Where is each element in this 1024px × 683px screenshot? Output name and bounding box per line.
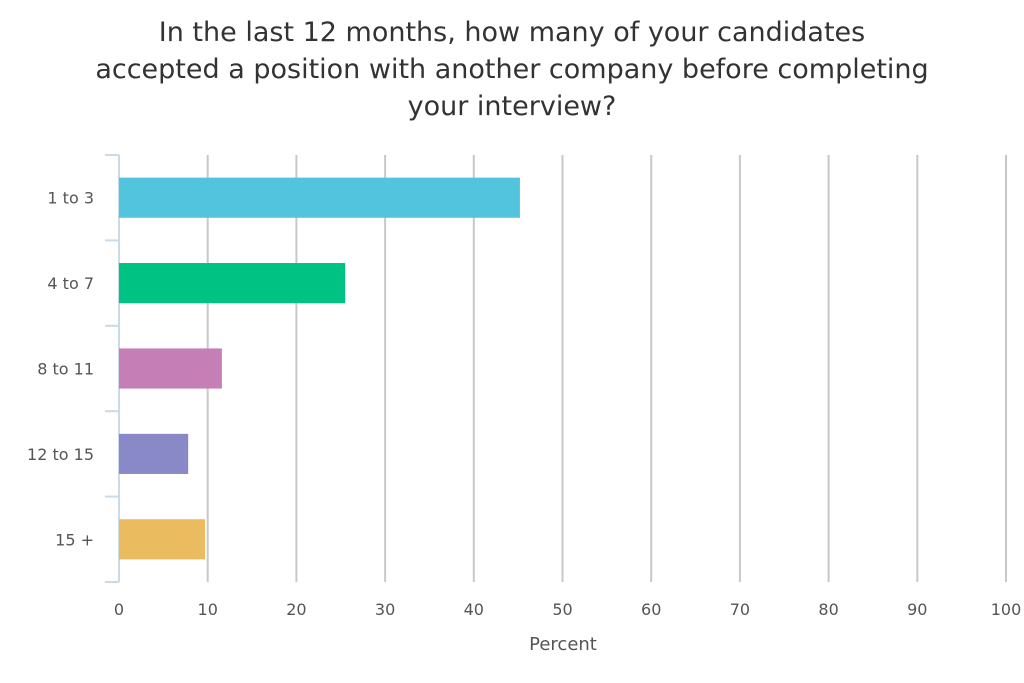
chart-title-line-1: In the last 12 months, how many of your … bbox=[158, 17, 866, 48]
x-tick-label: 80 bbox=[818, 600, 838, 619]
bar bbox=[119, 177, 520, 218]
x-tick-labels: 0 10 20 30 40 50 60 70 80 90 100 bbox=[114, 600, 1021, 619]
x-tick-label: 100 bbox=[991, 600, 1022, 619]
chart-title-line-2: accepted a position with another company… bbox=[95, 54, 929, 85]
x-tick-label: 70 bbox=[730, 600, 750, 619]
x-tick-label: 90 bbox=[907, 600, 927, 619]
bar bbox=[119, 348, 222, 389]
gridlines bbox=[206, 155, 1007, 582]
x-tick-label: 0 bbox=[114, 600, 124, 619]
y-tick-label: 4 to 7 bbox=[47, 274, 94, 293]
chart-title: In the last 12 months, how many of your … bbox=[0, 14, 1024, 125]
x-tick-label: 60 bbox=[641, 600, 661, 619]
x-tick-label: 40 bbox=[464, 600, 484, 619]
bar bbox=[119, 433, 189, 474]
x-tick-label: 50 bbox=[552, 600, 572, 619]
chart-axes bbox=[105, 154, 120, 583]
bar bbox=[119, 263, 346, 304]
bars bbox=[119, 177, 520, 560]
chart-title-line-3: your interview? bbox=[407, 91, 617, 122]
y-tick-labels: 1 to 3 4 to 7 8 to 11 12 to 15 15 + bbox=[27, 189, 94, 550]
y-tick-label: 12 to 15 bbox=[27, 445, 94, 464]
y-tick-label: 8 to 11 bbox=[37, 360, 94, 379]
x-tick-label: 30 bbox=[375, 600, 395, 619]
y-tick-label: 15 + bbox=[55, 530, 94, 549]
x-tick-label: 20 bbox=[286, 600, 306, 619]
x-tick-label: 10 bbox=[198, 600, 218, 619]
y-tick-label: 1 to 3 bbox=[47, 189, 94, 208]
x-axis-title: Percent bbox=[529, 634, 597, 655]
bar bbox=[119, 519, 206, 560]
